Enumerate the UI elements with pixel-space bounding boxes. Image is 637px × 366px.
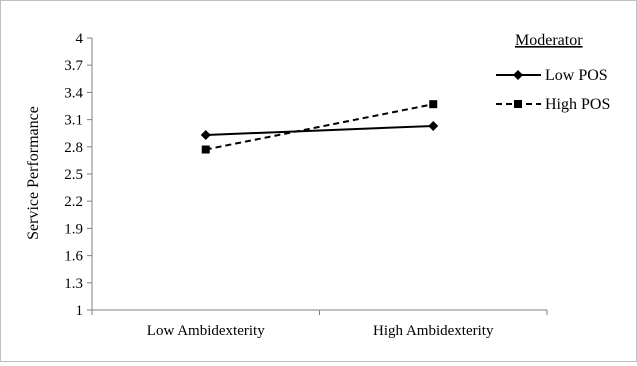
series-line-1 <box>205 103 434 151</box>
legend-swatch-marker <box>514 100 522 108</box>
y-tick-label: 2.5 <box>64 167 83 183</box>
x-tick-label: Low Ambidexterity <box>147 323 265 339</box>
y-tick-label: 3.4 <box>64 85 83 101</box>
x-tick-label: High Ambidexterity <box>373 323 494 339</box>
legend-label: High POS <box>545 96 610 113</box>
legend-items: Low POS High POS <box>496 67 610 113</box>
y-axis-ticks: 1 1.3 1.6 1.9 2.2 2.5 2.8 3.1 3.4 3.7 4 <box>64 31 92 319</box>
data-point-1 <box>201 145 210 154</box>
legend-swatch-marker <box>513 70 523 80</box>
legend-title: Moderator <box>515 32 583 49</box>
y-tick-label: 2.2 <box>64 194 83 210</box>
data-point-1 <box>429 100 438 109</box>
y-tick-label: 4 <box>76 31 84 47</box>
data-point-0 <box>200 130 211 141</box>
series-line-0 <box>205 124 434 137</box>
series-layer <box>200 100 439 154</box>
axes <box>91 38 547 311</box>
y-tick-label: 2.8 <box>64 140 83 156</box>
y-tick-label: 1 <box>76 303 84 319</box>
legend-label: Low POS <box>545 67 608 84</box>
y-tick-label: 1.3 <box>64 276 83 292</box>
data-point-0 <box>428 120 439 131</box>
y-axis-title: Service Performance <box>25 106 42 240</box>
legend: Moderator Low POS High POS <box>496 32 610 113</box>
y-tick-label: 3.7 <box>64 58 83 74</box>
y-tick-label: 1.6 <box>64 249 83 265</box>
y-tick-label: 3.1 <box>64 113 83 129</box>
x-axis-ticks: Low Ambidexterity High Ambidexterity <box>91 310 548 339</box>
y-tick-label: 1.9 <box>64 221 83 237</box>
